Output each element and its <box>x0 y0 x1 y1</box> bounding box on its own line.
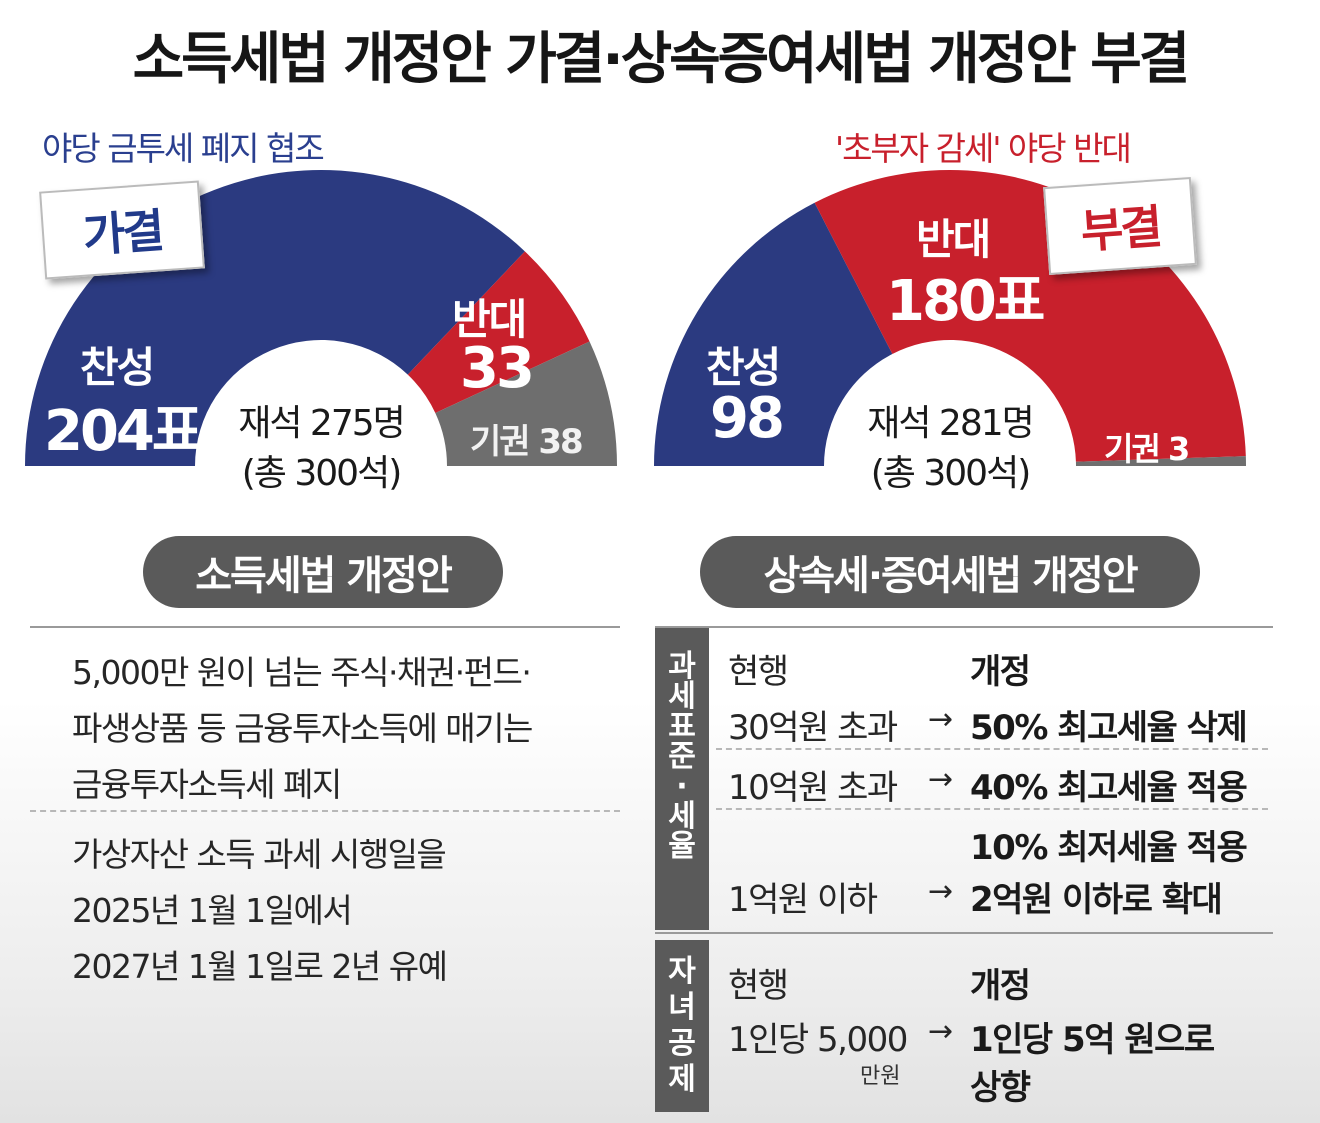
left-yes-label: 찬성 <box>80 343 155 392</box>
right-no-label: 반대 <box>916 215 991 264</box>
deduction-current-header: 현행 <box>728 966 789 1006</box>
row-divider <box>716 748 1268 750</box>
deduction-revised: 상향 <box>970 1068 1031 1108</box>
left-abstain-label: 기권 38 <box>470 422 584 462</box>
left-divider <box>30 810 620 812</box>
arrow-icon: → <box>928 1014 954 1049</box>
arrow-icon: → <box>928 702 954 737</box>
deduction-revised: 1인당 5억 원으로 <box>970 1020 1215 1060</box>
rate-row-current: 1억원 이하 <box>728 880 878 920</box>
child-deduction-label: 자 녀 공 제 <box>655 940 709 1112</box>
row-divider <box>716 808 1268 810</box>
income-tax-line: 금융투자소득세 폐지 <box>72 765 342 804</box>
crypto-tax-line: 2025년 1월 1일에서 <box>72 891 353 930</box>
deduction-revised-header: 개정 <box>970 966 1031 1006</box>
left-total-seats: (총 300석) <box>241 453 403 494</box>
right-no-value: 180표 <box>886 269 1045 334</box>
crypto-tax-line: 2027년 1월 1일로 2년 유예 <box>72 947 448 986</box>
left-no-label: 반대 <box>452 295 527 344</box>
arrow-icon: → <box>928 762 954 797</box>
right-yes-slice <box>654 202 893 466</box>
income-tax-heading: 소득세법 개정안 <box>143 536 503 608</box>
left-chart-subtitle: 야당 금투세 폐지 협조 <box>42 129 325 168</box>
right-top-rule <box>655 626 1273 628</box>
crypto-tax-line: 가상자산 소득 과세 시행일을 <box>72 835 447 874</box>
inheritance-tax-heading: 상속세·증여세법 개정안 <box>700 536 1200 608</box>
deduction-current-unit: 만원 <box>860 1064 901 1089</box>
right-abstain-label: 기권 3 <box>1104 430 1190 468</box>
left-present-count: 재석 275명 <box>238 403 406 444</box>
rate-row-current: 30억원 초과 <box>728 708 898 748</box>
right-yes-label: 찬성 <box>706 343 781 392</box>
left-abstain-slice <box>435 341 617 466</box>
right-present-count: 재석 281명 <box>867 403 1035 444</box>
rate-row-revised-top: 10% 최저세율 적용 <box>970 828 1248 868</box>
rate-row-revised: 50% 최고세율 삭제 <box>970 708 1248 748</box>
income-tax-line: 파생상품 등 금융투자소득에 매기는 <box>72 709 533 748</box>
right-rejected-stamp: 부결 <box>1043 176 1197 276</box>
deduction-current: 1인당 5,000 <box>728 1020 908 1060</box>
left-no-slice <box>407 251 590 414</box>
rate-row-revised: 2억원 이하로 확대 <box>970 880 1223 920</box>
tax-base-rate-label: 과 세 표 준 · 세 율 <box>655 628 709 930</box>
main-title: 소득세법 개정안 가결·상속증여세법 개정안 부결 <box>132 27 1191 92</box>
left-no-value: 33 <box>460 336 535 401</box>
right-total-seats: (총 300석) <box>870 453 1032 494</box>
left-passed-stamp: 가결 <box>39 180 205 280</box>
section-rule <box>655 932 1273 934</box>
current-header: 현행 <box>728 652 789 692</box>
arrow-icon: → <box>928 874 954 909</box>
left-top-rule <box>30 626 620 628</box>
left-yes-value: 204표 <box>44 399 203 464</box>
right-abstain-slice <box>1075 456 1246 466</box>
right-chart-subtitle: '초부자 감세' 야당 반대 <box>835 129 1132 168</box>
revised-header: 개정 <box>970 652 1031 692</box>
rate-row-current: 10억원 초과 <box>728 768 898 808</box>
right-yes-value: 98 <box>710 386 785 451</box>
rate-row-revised: 40% 최고세율 적용 <box>970 768 1248 808</box>
income-tax-line: 5,000만 원이 넘는 주식·채권·펀드· <box>72 653 532 692</box>
